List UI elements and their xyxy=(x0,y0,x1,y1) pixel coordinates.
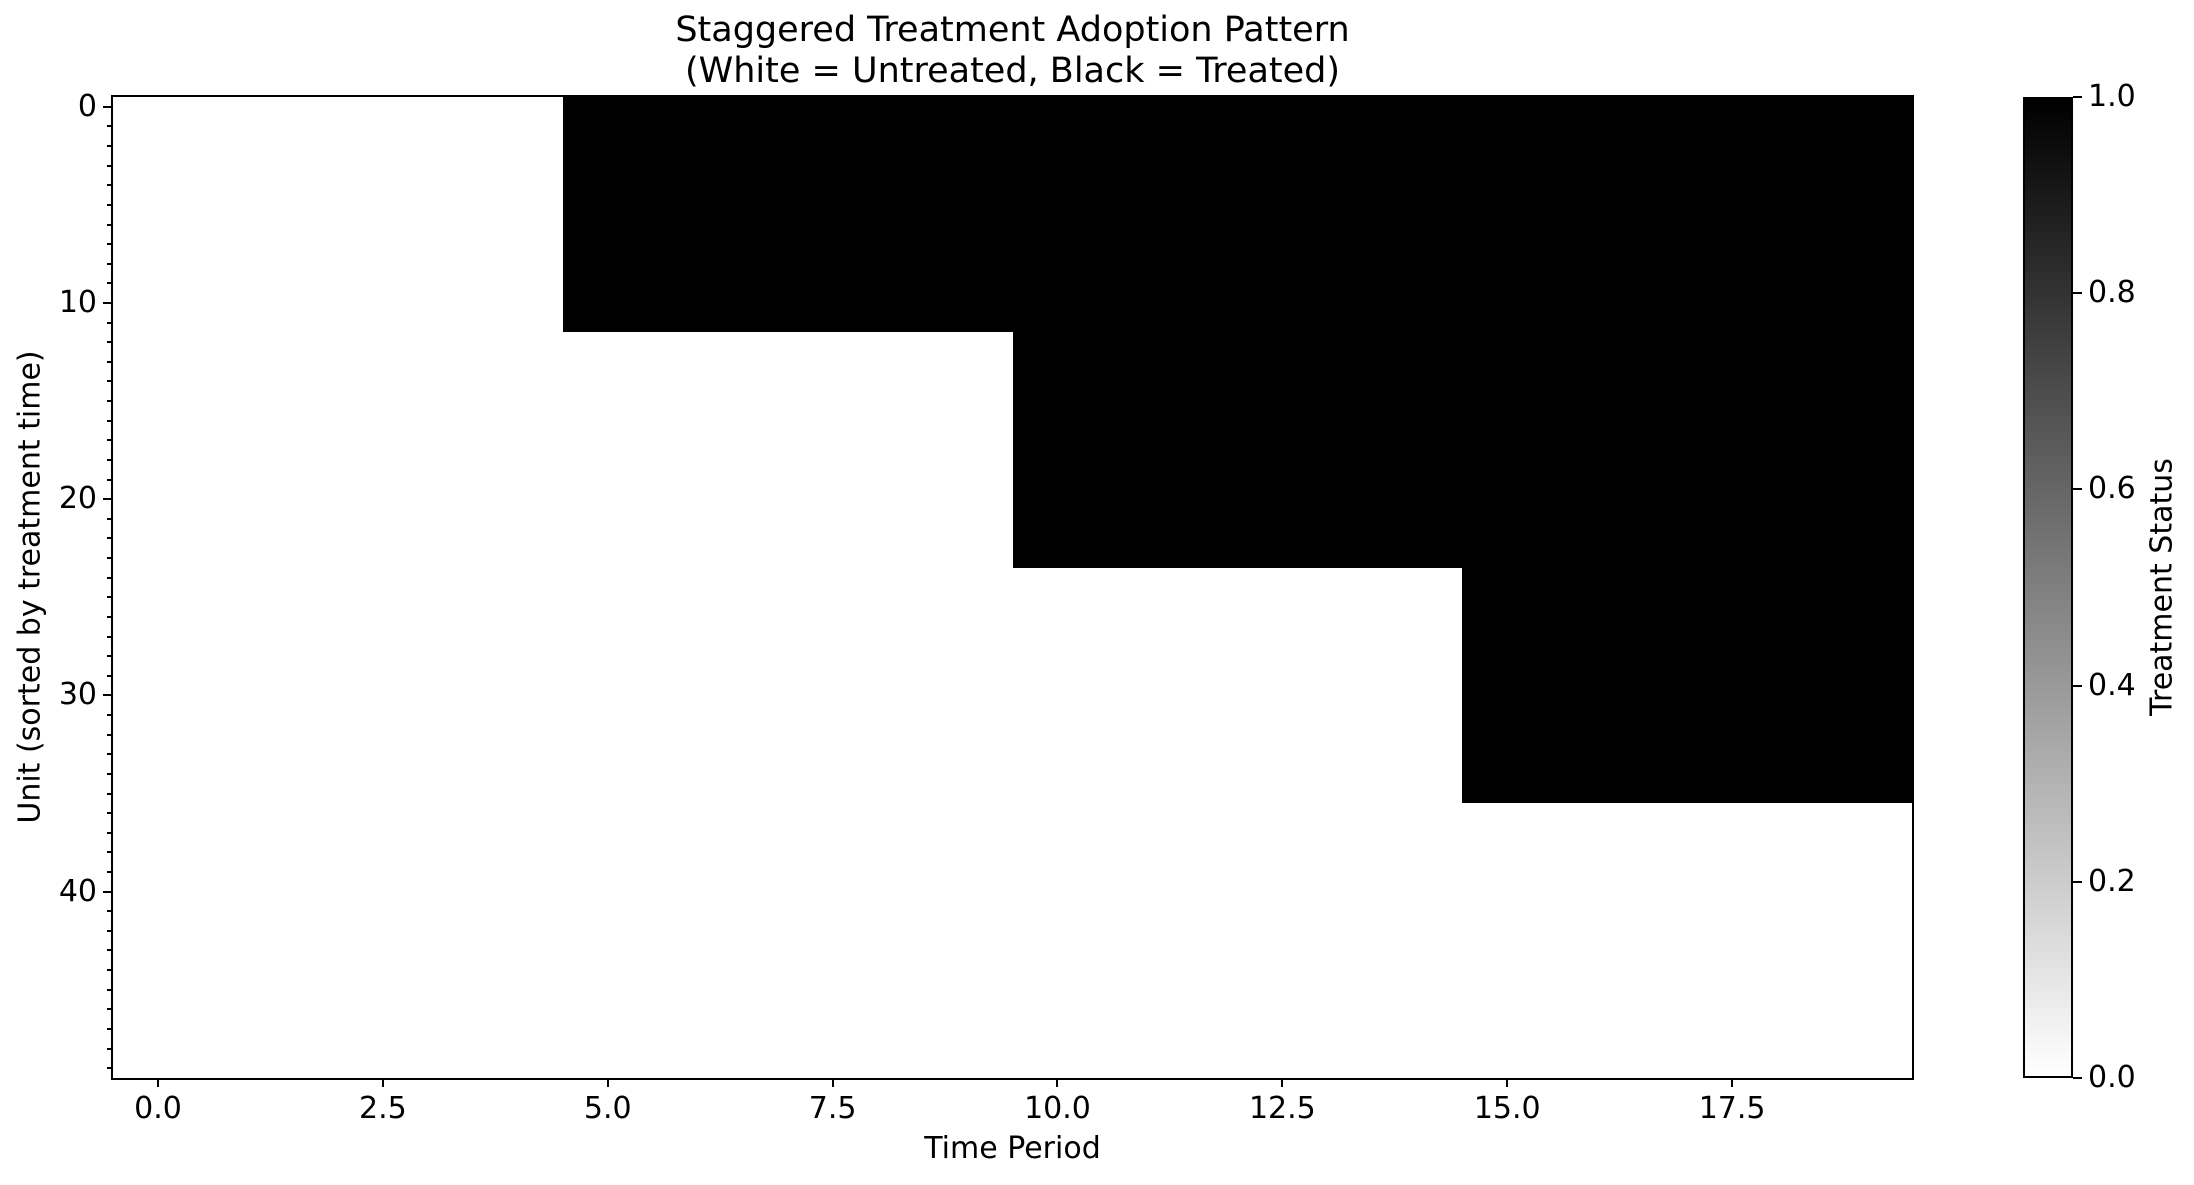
y-minor-tick xyxy=(107,929,113,932)
x-tick-label: 10.0 xyxy=(1024,1091,1091,1126)
treated-region-cohort-1 xyxy=(562,97,1912,333)
y-minor-tick xyxy=(107,1067,113,1070)
y-minor-tick xyxy=(107,969,113,972)
x-axis-label: Time Period xyxy=(924,1131,1101,1166)
y-tick xyxy=(103,105,113,108)
y-tick-label: 40 xyxy=(58,873,97,909)
x-tick xyxy=(1731,1078,1734,1087)
y-minor-tick xyxy=(107,478,113,481)
y-minor-tick xyxy=(107,537,113,540)
y-minor-tick xyxy=(107,772,113,775)
colorbar-tick xyxy=(2073,684,2082,687)
y-tick xyxy=(103,302,113,304)
y-minor-tick xyxy=(107,792,113,795)
x-tick xyxy=(381,1078,384,1087)
y-minor-tick xyxy=(107,1027,113,1030)
y-minor-tick xyxy=(107,380,113,383)
y-minor-tick xyxy=(107,360,113,363)
y-minor-tick xyxy=(107,145,113,148)
colorbar-tick-label: 0.4 xyxy=(2088,667,2136,703)
x-tick-label: 0.0 xyxy=(134,1091,182,1126)
y-minor-tick xyxy=(107,419,113,422)
y-tick xyxy=(103,498,113,501)
chart-title-line-2: (White = Untreated, Black = Treated) xyxy=(684,51,1341,91)
x-tick-label: 7.5 xyxy=(808,1091,857,1126)
colorbar-tick xyxy=(2073,1077,2082,1079)
y-minor-tick xyxy=(107,615,113,618)
colorbar-tick-label: 0.2 xyxy=(2088,863,2136,899)
y-minor-tick xyxy=(107,321,113,324)
colorbar-tick-label: 0.8 xyxy=(2088,275,2136,311)
y-minor-tick xyxy=(107,517,113,520)
colorbar-tick xyxy=(2073,880,2082,883)
y-minor-tick xyxy=(107,753,113,756)
x-tick-label: 12.5 xyxy=(1248,1091,1316,1126)
y-minor-tick xyxy=(107,164,113,167)
y-minor-tick xyxy=(107,243,113,246)
y-minor-tick xyxy=(107,341,113,344)
y-tick-label: 30 xyxy=(58,677,97,713)
y-minor-tick xyxy=(107,831,113,834)
y-minor-tick xyxy=(107,557,113,560)
treated-region-cohort-2 xyxy=(1012,332,1912,568)
x-tick-label: 2.5 xyxy=(358,1091,407,1126)
y-tick xyxy=(103,890,113,893)
treated-region-cohort-3 xyxy=(1462,567,1912,804)
colorbar-tick-label: 0.0 xyxy=(2088,1060,2136,1095)
y-tick-label: 20 xyxy=(58,481,97,517)
x-tick xyxy=(1506,1078,1509,1087)
colorbar-tick xyxy=(2073,488,2082,491)
y-tick-label: 0 xyxy=(77,88,97,124)
y-minor-tick xyxy=(107,733,113,736)
y-minor-tick xyxy=(107,988,113,991)
plot-area xyxy=(111,95,1914,1080)
y-minor-tick xyxy=(107,1047,113,1050)
x-tick xyxy=(156,1078,159,1087)
x-tick xyxy=(606,1078,609,1087)
y-tick xyxy=(103,694,113,697)
y-minor-tick xyxy=(107,1008,113,1011)
x-tick xyxy=(831,1078,834,1087)
chart-title-line-1: Staggered Treatment Adoption Pattern xyxy=(675,10,1350,50)
y-minor-tick xyxy=(107,714,113,717)
y-minor-tick xyxy=(107,851,113,854)
x-tick-label: 17.5 xyxy=(1698,1091,1766,1126)
colorbar-tick xyxy=(2073,292,2082,295)
y-minor-tick xyxy=(107,203,113,206)
x-tick xyxy=(1281,1078,1284,1087)
y-minor-tick xyxy=(107,576,113,579)
colorbar-tick xyxy=(2073,96,2082,98)
y-minor-tick xyxy=(107,910,113,913)
x-tick xyxy=(1056,1078,1059,1087)
y-minor-tick xyxy=(107,400,113,403)
y-minor-tick xyxy=(107,125,113,128)
y-minor-tick xyxy=(107,596,113,599)
y-minor-tick xyxy=(107,655,113,658)
y-minor-tick xyxy=(107,458,113,461)
y-minor-tick xyxy=(107,949,113,952)
y-minor-tick xyxy=(107,282,113,285)
y-minor-tick xyxy=(107,870,113,873)
y-minor-tick xyxy=(107,439,113,442)
x-tick-label: 5.0 xyxy=(583,1091,632,1126)
y-minor-tick xyxy=(107,812,113,815)
y-minor-tick xyxy=(107,674,113,677)
y-minor-tick xyxy=(107,262,113,265)
y-minor-tick xyxy=(107,223,113,226)
colorbar-tick-label: 1.0 xyxy=(2088,79,2136,114)
colorbar-gradient xyxy=(2023,97,2073,1078)
y-minor-tick xyxy=(107,635,113,638)
y-minor-tick xyxy=(107,184,113,187)
colorbar-tick-label: 0.6 xyxy=(2088,471,2136,507)
y-axis-label: Unit (sorted by treatment time) xyxy=(12,350,48,824)
x-tick-label: 15.0 xyxy=(1473,1091,1541,1126)
y-tick-label: 10 xyxy=(58,285,97,320)
chart-title: Staggered Treatment Adoption Pattern (Wh… xyxy=(113,10,1912,92)
